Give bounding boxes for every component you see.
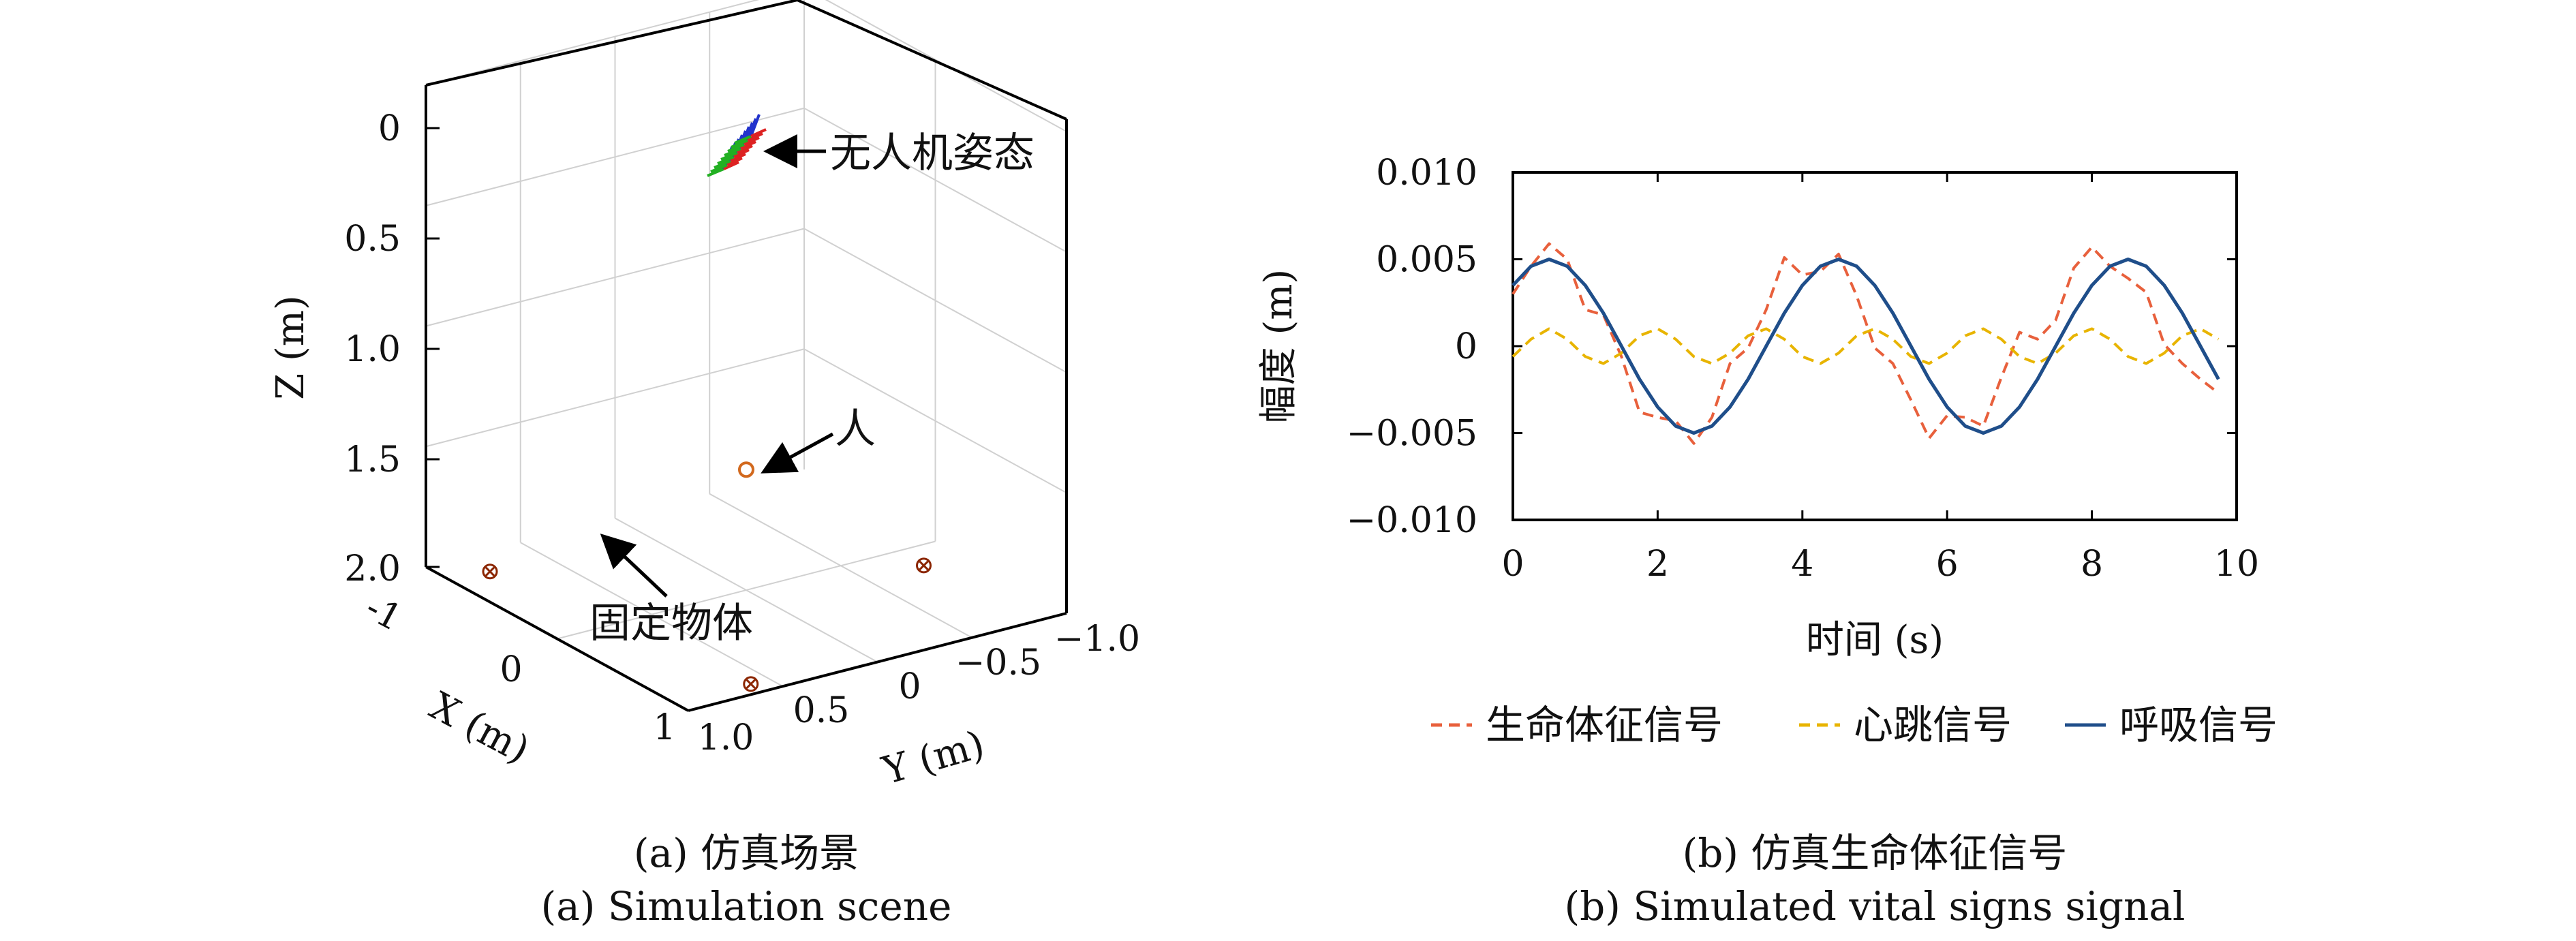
- y-axis-label: Y (m): [877, 722, 990, 794]
- uav-axis-blue-8: [750, 114, 761, 137]
- uav-axis-red-7: [747, 132, 763, 142]
- x-tick-label-b-2: 4: [1791, 544, 1813, 585]
- object-point-0: [482, 564, 498, 580]
- uav-axis-red-8: [750, 128, 767, 138]
- y-tick-label-b-2: 0: [1455, 326, 1477, 367]
- uav-axis-green-4: [720, 151, 738, 161]
- axis-ticks: 0 2 4 6 8 10 0.010 0.005 0 −0.005 −0.010: [1347, 153, 2260, 585]
- person-point: [738, 461, 754, 478]
- uav-axis-green-8: [734, 135, 752, 144]
- breathing-line: [1512, 258, 2220, 435]
- legend-label-breath: 呼吸信号: [2119, 702, 2278, 748]
- uav-axis-red-4: [737, 144, 753, 154]
- x-tick-label-b-0: 0: [1501, 544, 1524, 585]
- object-annotation-arrow: [600, 534, 668, 598]
- box-edge-bottom-right: [688, 612, 1067, 712]
- x-tick-label-2: 1: [653, 707, 675, 748]
- y-tick-label-2: 0: [898, 666, 921, 707]
- uav-axis-green-3: [717, 155, 735, 165]
- uav-axis-red-6: [743, 136, 760, 146]
- z-tick-label-1: 0.5: [344, 219, 401, 260]
- x-tick-label-1: 0: [500, 649, 522, 690]
- uav-axis-red-3: [733, 149, 750, 158]
- x-axis-label-b: 时间 (s): [1806, 618, 1944, 662]
- person-annotation-label: 人: [835, 405, 876, 453]
- panel-b-line-chart: 0 2 4 6 8 10 0.010 0.005 0 −0.005 −0.010 时间 (s) 幅度…: [1257, 153, 2278, 929]
- box-edge-top-right: [797, 0, 1067, 121]
- panel-b-caption-cn: (b) 仿真生命体征信号: [1683, 830, 2068, 876]
- x-tick-label-b-4: 8: [2081, 544, 2103, 585]
- uav-axis-red-2: [730, 153, 746, 162]
- box-edge-bottom-left: [425, 566, 689, 712]
- box-edge-top-left: [425, 0, 798, 87]
- y-tick-label-b-4: −0.010: [1347, 500, 1477, 541]
- z-axis: 0 0.5 1.0 1.5 2.0 Z (m): [269, 108, 440, 589]
- y-tick-label-b-3: −0.005: [1347, 414, 1477, 454]
- y-tick-label-4: −1.0: [1054, 619, 1140, 660]
- z-tick-label-0: 0: [378, 108, 401, 149]
- object-point-2: [916, 557, 932, 574]
- uav-axis-green-2: [714, 159, 731, 169]
- 3d-grid: [425, 0, 1067, 688]
- y-axis: 1.0 0.5 0 −0.5 −1.0 Y (m): [698, 619, 1140, 794]
- y-tick-label-1: 0.5: [793, 690, 850, 731]
- uav-axis-red-0: [723, 161, 739, 170]
- legend-label-vital: 生命体征信号: [1486, 702, 1723, 748]
- z-axis-label: Z (m): [269, 295, 313, 400]
- vital-signs-line: [1512, 242, 2220, 445]
- uav-annotation-label: 无人机姿态: [830, 129, 1034, 177]
- y-axis-label-b: 幅度 (m): [1257, 269, 1301, 424]
- floor-grid-x-0: [557, 540, 936, 640]
- x-axis-label: X (m): [423, 684, 536, 773]
- legend-label-heart: 心跳信号: [1854, 702, 2012, 748]
- uav-axis-green-5: [724, 147, 741, 157]
- x-tick-label-b-1: 2: [1646, 544, 1669, 585]
- uav-attitude-frames: [707, 114, 767, 177]
- uav-axis-green-0: [707, 168, 724, 177]
- series-lines: [1512, 242, 2220, 445]
- z-tick-label-4: 2.0: [344, 549, 401, 589]
- y-tick-label-b-1: 0.005: [1376, 240, 1477, 281]
- y-tick-label-b-0: 0.010: [1376, 153, 1477, 194]
- panel-a-3d-scene: 0 0.5 1.0 1.5 2.0 Z (m) -1 0 1 X (m) 1.0…: [269, 0, 1140, 929]
- 3d-points: [482, 461, 932, 692]
- y-tick-label-3: −0.5: [955, 643, 1041, 683]
- uav-axis-green-1: [710, 164, 728, 173]
- y-tick-label-0: 1.0: [698, 718, 754, 758]
- x-tick-label-b-3: 6: [1936, 544, 1959, 585]
- heartbeat-line: [1512, 327, 2220, 365]
- 3d-box-frame: [425, 0, 1068, 712]
- legend: 生命体征信号 心跳信号 呼吸信号: [1431, 702, 2278, 748]
- person-annotation-arrow: [761, 432, 834, 474]
- panel-a-caption-en: (a) Simulation scene: [541, 883, 952, 929]
- x-tick-label-0: -1: [359, 587, 409, 640]
- uav-axis-green-7: [731, 139, 748, 149]
- panel-b-caption-en: (b) Simulated vital signs signal: [1565, 883, 2186, 929]
- z-tick-label-3: 1.5: [344, 439, 401, 480]
- uav-axis-red-1: [726, 157, 743, 166]
- object-point-1: [743, 676, 759, 692]
- z-tick-label-2: 1.0: [344, 329, 401, 370]
- uav-axis-red-5: [740, 140, 756, 150]
- x-tick-label-b-5: 10: [2214, 544, 2259, 585]
- object-annotation-label: 固定物体: [589, 600, 753, 647]
- uav-axis-green-6: [727, 143, 745, 153]
- panel-a-caption-cn: (a) 仿真场景: [634, 830, 859, 876]
